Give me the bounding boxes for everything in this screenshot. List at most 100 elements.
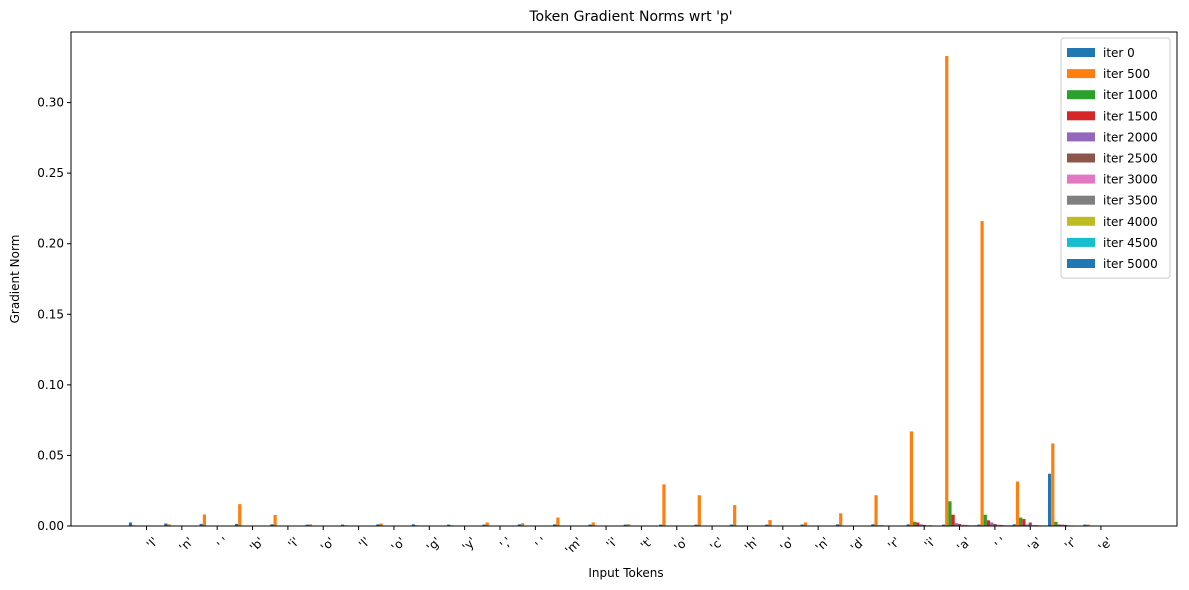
bar-series1-cat5: [308, 524, 313, 526]
y-tick-label: 0.15: [37, 307, 64, 321]
bar-series0-cat5: [305, 524, 309, 526]
x-tick-label: 'a': [954, 534, 974, 554]
bar-series0-cat22: [906, 524, 910, 526]
bar-series5-cat22: [922, 524, 926, 526]
bar-series0-cat25: [1012, 524, 1016, 526]
legend-label: iter 2500: [1103, 152, 1158, 166]
y-tick-label: 0.25: [37, 166, 64, 180]
bar-series6-cat25: [1031, 524, 1036, 526]
bar-series1-cat26: [1051, 443, 1055, 526]
bar-series1-cat12: [556, 517, 560, 526]
bar-series0-cat9: [447, 524, 451, 526]
bar-series1-cat16: [697, 495, 701, 526]
legend-label: iter 500: [1103, 67, 1150, 81]
legend-swatch: [1067, 90, 1095, 100]
bar-series1-cat27: [1086, 524, 1090, 526]
bar-series0-cat21: [871, 524, 875, 526]
legend-swatch: [1067, 69, 1095, 79]
bar-series0-cat1: [164, 523, 168, 526]
bar-series0-cat8: [411, 524, 415, 526]
bar-series1-cat15: [662, 484, 666, 526]
legend-swatch: [1067, 132, 1095, 142]
bar-series6-cat24: [996, 524, 1000, 526]
y-tick-label: 0.10: [37, 378, 64, 392]
bar-series0-cat19: [800, 524, 804, 526]
bar-series0-cat18: [765, 524, 769, 526]
bar-series2-cat25: [1019, 517, 1023, 526]
bar-series1-cat23: [945, 55, 949, 527]
bar-series4-cat24: [990, 522, 994, 526]
bar-series3-cat24: [986, 520, 991, 526]
bar-series5-cat23: [957, 523, 962, 526]
bar-series0-cat17: [729, 524, 734, 526]
bar-series0-cat4: [270, 524, 274, 526]
bar-series0-cat7: [376, 524, 380, 526]
bar-series0-cat12: [553, 524, 557, 526]
bar-series1-cat18: [768, 520, 772, 526]
bar-series0-cat16: [694, 524, 698, 526]
legend-swatch: [1067, 174, 1095, 184]
bar-series0-cat27: [1083, 524, 1087, 526]
bar-series1-cat13: [591, 522, 595, 526]
bar-series5-cat25: [1028, 522, 1032, 526]
x-tick-label: 'o': [777, 534, 797, 554]
legend-swatch: [1067, 48, 1095, 57]
bar-series1-cat10: [485, 522, 489, 526]
bar-series1-cat4: [273, 514, 277, 526]
bar-series5-cat24: [993, 523, 997, 526]
axes-group: [70, 31, 1178, 527]
bar-series1-cat22: [909, 431, 913, 526]
plot-frame: [70, 31, 1178, 527]
x-axis-label: Input Tokens: [588, 566, 663, 580]
chart-title: Token Gradient Norms wrt 'p': [528, 9, 732, 25]
bar-series1-cat3: [238, 504, 242, 526]
legend-label: iter 0: [1103, 46, 1135, 60]
bar-series6-cat23: [961, 524, 965, 526]
bar-series1-cat21: [874, 495, 878, 526]
legend-swatch: [1067, 237, 1095, 247]
bar-series2-cat26: [1054, 521, 1058, 526]
bar-series7-cat24: [999, 524, 1003, 526]
bar-series4-cat26: [1060, 524, 1064, 526]
legend-label: iter 3500: [1103, 194, 1158, 208]
bar-series1-cat25: [1015, 481, 1020, 526]
bar-series0-cat6: [341, 524, 345, 526]
legend: iter 0 iter 500 iter 1000 iter 1500 iter 200…: [1060, 37, 1171, 279]
legend-label: iter 3000: [1103, 173, 1158, 187]
bar-series3-cat22: [916, 522, 920, 526]
legend-swatch: [1067, 111, 1095, 121]
legend-swatch: [1067, 153, 1095, 163]
bar-series1-cat20: [839, 513, 843, 526]
legend-label: iter 1000: [1103, 88, 1158, 102]
bar-series1-cat7: [379, 523, 383, 526]
bar-series1-cat24: [980, 221, 984, 526]
bar-series0-cat24: [977, 524, 981, 526]
bar-series0-cat3: [234, 523, 239, 526]
bar-series5-cat26: [1064, 524, 1068, 526]
y-tick-label: 0.00: [37, 519, 64, 533]
bar-series0-cat23: [941, 524, 946, 526]
bar-series0-cat13: [588, 524, 592, 526]
legend-label: iter 4000: [1103, 215, 1158, 229]
bar-series1-cat19: [803, 522, 807, 526]
bar-series0-cat26: [1048, 473, 1052, 526]
legend-label: iter 5000: [1103, 257, 1158, 271]
legend-swatch: [1067, 195, 1095, 205]
bar-series1-cat2: [202, 514, 206, 526]
bar-series1-cat17: [733, 505, 737, 526]
bar-series1-cat11: [520, 523, 525, 526]
y-axis-label: Gradient Norm: [8, 235, 22, 324]
y-tick-label: 0.20: [37, 237, 64, 251]
bar-series1-cat1: [167, 524, 171, 526]
bar-series4-cat22: [919, 524, 923, 526]
y-tick-label: 0.05: [37, 448, 64, 462]
y-ticks-group: 0.00 0.05 0.10 0.15 0.20 0.25 0.30: [37, 96, 71, 533]
bar-series4-cat25: [1025, 524, 1029, 526]
bar-series0-cat11: [517, 524, 521, 526]
bar-series1-cat14: [627, 524, 631, 526]
bar-series0-cat15: [659, 524, 663, 526]
bar-series2-cat23: [948, 501, 952, 526]
bar-series3-cat23: [951, 514, 955, 526]
